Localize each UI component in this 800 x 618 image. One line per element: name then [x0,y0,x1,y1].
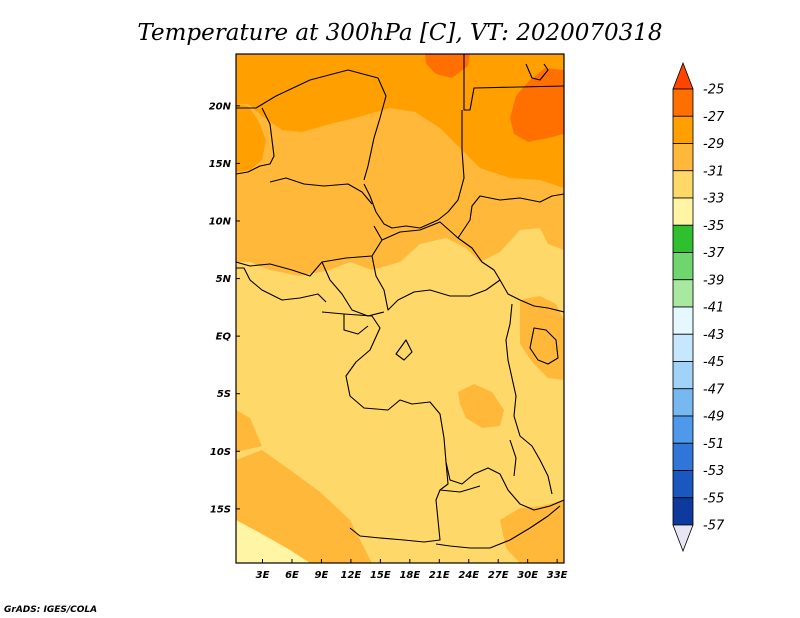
colorbar-box [672,497,694,526]
colorbar-box [672,333,694,362]
colorbar-label: -41 [703,301,724,316]
chart-title: Temperature at 300hPa [C], VT: 202007031… [137,20,662,46]
colorbar-box [672,115,694,144]
colorbar-box [672,415,694,444]
x-tick-label: 6E [285,570,299,581]
colorbar-box [672,306,694,335]
y-tick-label: 20N [209,101,232,112]
colorbar: -25 -27 -29 -31 -33 -35 -37 -39 -41 -43 -45 -47 -49 -… [672,61,725,553]
band-35-sw [236,520,310,563]
colorbar-label: -43 [703,328,724,343]
credit-text: GrADS: IGES/COLA [4,605,97,615]
colorbar-box [672,197,694,226]
colorbar-label: -25 [703,83,724,98]
x-tick-label: 24E [458,570,479,581]
band-31-west [236,410,262,452]
colorbar-box [672,252,694,281]
colorbar-label: -33 [703,192,724,207]
colorbar-label: -37 [703,246,725,261]
colorbar-label: -57 [703,519,725,534]
colorbar-label: -55 [703,491,724,506]
colorbar-label: -29 [703,137,724,152]
x-tick-label: 27E [488,570,509,581]
x-tick-label: 33E [547,570,568,581]
band-31-sw [236,450,372,563]
y-tick-label: 15N [209,159,232,170]
colorbar-box [672,442,694,471]
band-27-n [425,54,470,78]
colorbar-label: -27 [703,110,725,125]
colorbar-label: -51 [703,437,724,452]
colorbar-box [672,224,694,253]
colorbar-box [672,143,694,172]
x-tick-label: 15E [370,570,391,581]
x-tick-label: 12E [341,570,362,581]
x-tick-label: 9E [315,570,329,581]
colorbar-label: -47 [703,382,725,397]
colorbar-label: -49 [703,410,724,425]
colorbar-box [672,361,694,390]
colorbar-box [672,88,694,117]
colorbar-label: -45 [703,355,724,370]
colorbar-label: -35 [703,219,724,234]
map-panel [236,54,564,563]
colorbar-box [672,470,694,499]
map-frame [235,53,565,564]
band-29-west [236,104,266,172]
colorbar-bottom-triangle [672,524,694,553]
colorbar-label: -39 [703,273,724,288]
colorbar-box [672,170,694,199]
y-tick-label: EQ [216,332,232,343]
x-tick-label: 30E [517,570,538,581]
x-tick-label: 3E [256,570,270,581]
colorbar-box [672,388,694,417]
x-tick-label: 21E [429,570,450,581]
colorbar-top-triangle [672,61,694,90]
y-tick-label: 10S [210,447,231,458]
colorbar-label: -53 [703,464,724,479]
colorbar-box [672,279,694,308]
band-31-lake [458,384,504,428]
colorbar-label: -31 [703,164,724,179]
band-31-east [520,296,564,380]
country-borders [236,54,564,549]
y-tick-label: 10N [209,216,232,227]
y-tick-label: 5S [217,389,231,400]
x-tick-label: 18E [399,570,420,581]
y-tick-label: 5N [216,274,232,285]
y-tick-label: 15S [210,504,231,515]
axis-ticks: 3E 6E 9E 12E 15E 18E 21E 24E 27E 30E 33E 20N 15N 10N 5… [209,101,568,581]
